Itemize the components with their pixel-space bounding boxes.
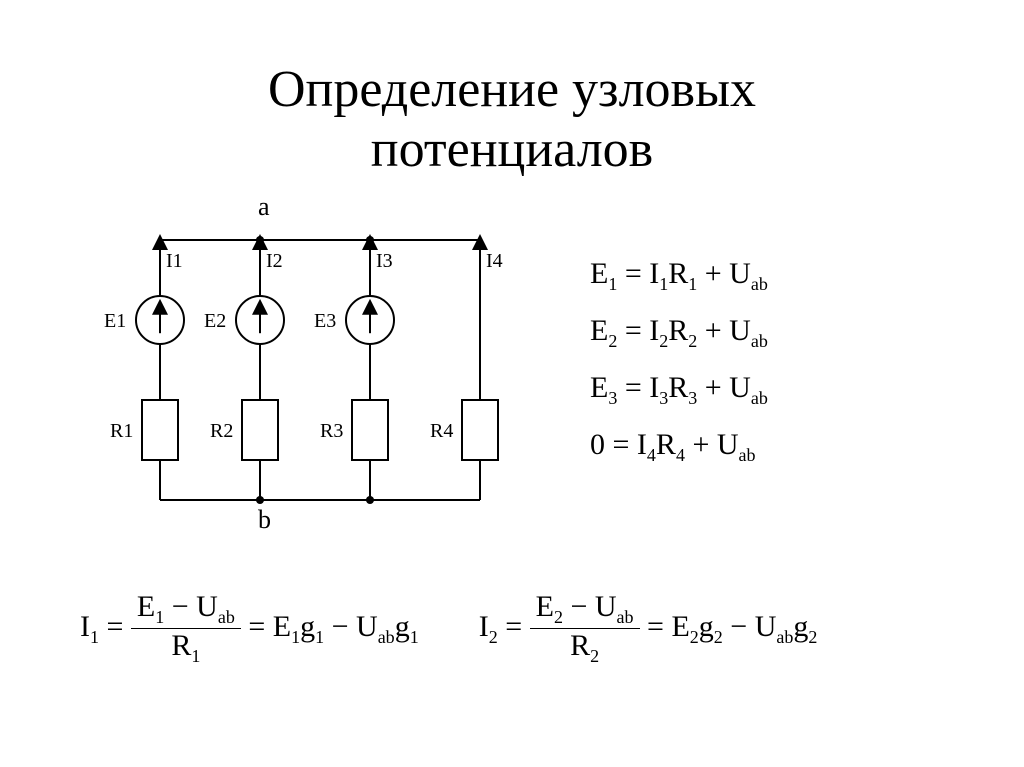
title-line-2: потенциалов [371, 121, 653, 178]
branch-resistor-label: R3 [320, 420, 343, 443]
equation-line: E3 = I3R3 + Uab [590, 359, 768, 416]
branch-current-label: I2 [266, 250, 283, 273]
circuit-diagram: a b I1E1R1I2E2R2I3E3R3I4R4 [110, 220, 530, 540]
equation-line: E1 = I1R1 + Uab [590, 245, 768, 302]
equation-bottom: I1 = E1 − UabR1 = E1g1 − Uabg1 [80, 590, 419, 667]
branch-resistor-label: R1 [110, 420, 133, 443]
title-line-1: Определение узловых [268, 61, 756, 118]
node-label-b: b [258, 505, 271, 535]
branch-resistor-label: R4 [430, 420, 453, 443]
equation-line: E2 = I2R2 + Uab [590, 302, 768, 359]
page-title: Определение узловых потенциалов [0, 60, 1024, 180]
branch-resistor-label: R2 [210, 420, 233, 443]
slide: Определение узловых потенциалов a b I1 E1… [0, 0, 1024, 767]
equation-bottom: I2 = E2 − UabR2 = E2g2 − Uabg2 [479, 590, 818, 667]
node-label-a: a [258, 192, 270, 222]
branch-emf-label: E3 [314, 310, 336, 333]
branch-emf-label: E1 [104, 310, 126, 333]
equations-right: E1 = I1R1 + UabE2 = I2R2 + UabE3 = I3R3 … [590, 245, 768, 473]
equation-line: 0 = I4R4 + Uab [590, 416, 768, 473]
branch-emf-label: E2 [204, 310, 226, 333]
equations-bottom: I1 = E1 − UabR1 = E1g1 − Uabg1 I2 = E2 − … [80, 590, 980, 667]
branch-current-label: I4 [486, 250, 503, 273]
branch-current-label: I3 [376, 250, 393, 273]
branch-current-label: I1 [166, 250, 183, 273]
